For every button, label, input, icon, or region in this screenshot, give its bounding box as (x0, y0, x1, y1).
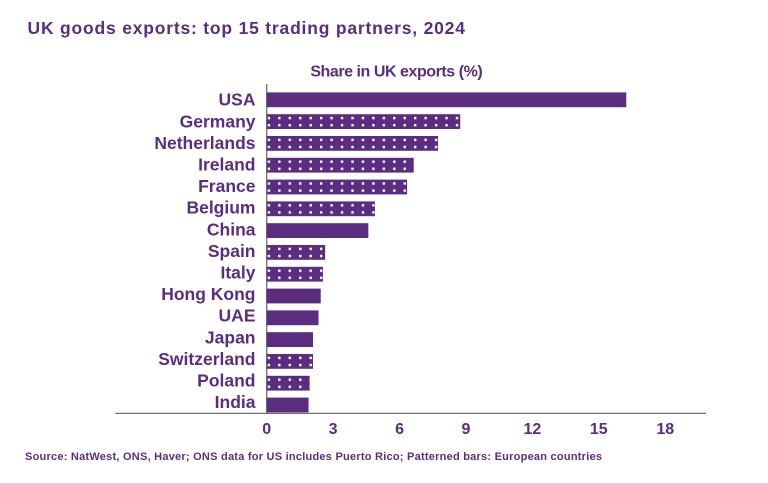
svg-text:9: 9 (462, 421, 471, 438)
svg-text:12: 12 (523, 421, 541, 438)
svg-text:Switzerland: Switzerland (158, 349, 255, 369)
svg-text:France: France (198, 176, 256, 196)
svg-text:Japan: Japan (205, 327, 256, 347)
svg-text:18: 18 (656, 421, 674, 438)
svg-text:Italy: Italy (220, 263, 255, 283)
svg-text:UAE: UAE (219, 306, 256, 326)
svg-text:6: 6 (395, 421, 404, 438)
svg-text:3: 3 (329, 421, 338, 438)
svg-text:India: India (215, 392, 256, 412)
svg-text:Ireland: Ireland (198, 155, 255, 175)
svg-text:15: 15 (590, 421, 608, 438)
svg-text:Source: NatWest, ONS, Haver; O: Source: NatWest, ONS, Haver; ONS data fo… (25, 451, 602, 463)
svg-text:USA: USA (219, 90, 256, 110)
svg-text:China: China (207, 219, 256, 239)
svg-text:0: 0 (262, 421, 271, 438)
svg-text:Belgium: Belgium (186, 198, 255, 218)
svg-text:Germany: Germany (180, 111, 256, 131)
svg-text:Spain: Spain (208, 241, 256, 261)
svg-text:Netherlands: Netherlands (154, 133, 255, 153)
svg-text:UK goods exports: top 15 tradi: UK goods exports: top 15 trading partner… (28, 18, 466, 38)
svg-text:Poland: Poland (197, 371, 255, 391)
svg-text:Hong Kong: Hong Kong (161, 284, 255, 304)
svg-text:Share in UK exports (%): Share in UK exports (%) (310, 64, 482, 81)
